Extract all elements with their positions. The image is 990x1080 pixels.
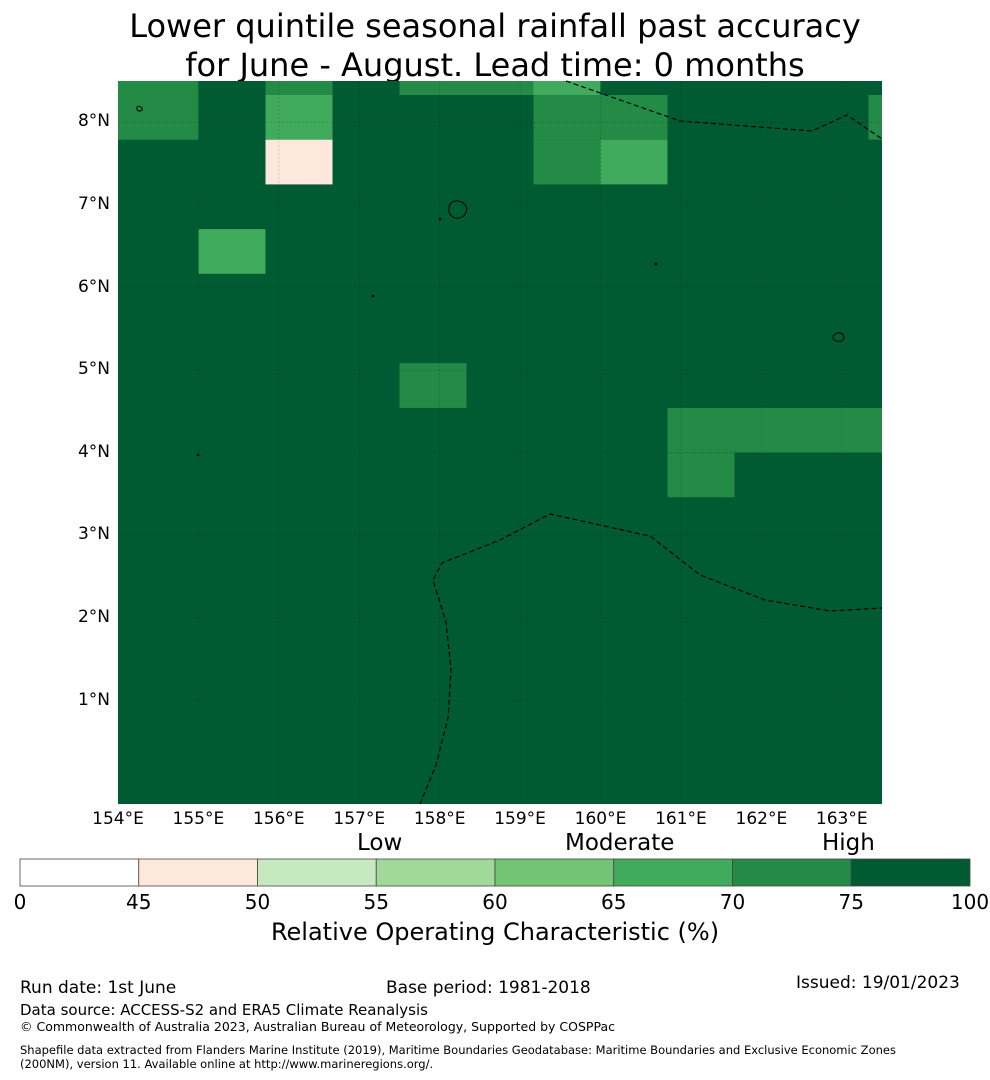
copyright: © Commonwealth of Australia 2023, Austra… [20, 1019, 615, 1034]
colorbar-segment [375, 858, 496, 887]
grid-cell [332, 273, 400, 319]
grid-cell [118, 273, 199, 319]
latitude-tick-label: 4°N [77, 441, 110, 462]
latitude-tick-label: 2°N [77, 607, 110, 628]
colorbar-segment [138, 858, 258, 887]
colorbar-segment [494, 858, 615, 887]
latitude-tick-label: 7°N [77, 193, 110, 214]
grid-cell [667, 452, 735, 498]
grid-cell [118, 81, 199, 95]
grid-cell [332, 407, 400, 453]
map-gridlines [118, 81, 882, 804]
island-atoll-d [371, 294, 375, 298]
grid-cell [533, 81, 601, 95]
grid-cell [533, 139, 601, 185]
eez-boundaries [419, 80, 883, 805]
colorbar-segment [850, 858, 971, 887]
shapefile-credit-line1: Shapefile data extracted from Flanders M… [20, 1043, 896, 1057]
grid-cell [801, 407, 869, 453]
latitude-tick-label: 1°N [77, 689, 110, 710]
grid-cell [868, 407, 882, 453]
grid-cell [533, 95, 601, 140]
island-atoll-e [196, 453, 200, 457]
latitude-tick-label: 8°N [77, 111, 110, 132]
colorbar-segment [257, 858, 377, 887]
island-atoll-a [136, 105, 143, 112]
issued-date: Issued: 19/01/2023 [796, 973, 960, 993]
grid-cell [600, 273, 668, 319]
longitude-tick-label: 159°E [494, 809, 546, 829]
grid-cell [265, 407, 333, 453]
longitude-tick-label: 154°E [92, 809, 144, 829]
colorbar-tick-label: 100 [950, 890, 990, 914]
latitude-tick-label: 3°N [77, 524, 110, 545]
colorbar-tick-label: 70 [719, 890, 746, 914]
grid-cell [265, 273, 333, 319]
longitude-tick-label: 157°E [333, 809, 386, 829]
latitude-tick-label: 5°N [77, 359, 110, 380]
colorbar-tick-label: 0 [13, 890, 27, 914]
longitude-tick-label: 156°E [252, 809, 305, 829]
grid-cell [667, 139, 735, 185]
colorbar-segment [732, 858, 852, 887]
base-period: Base period: 1981-2018 [386, 978, 591, 998]
grid-cell [265, 139, 333, 185]
category-high: High [822, 830, 875, 856]
island-atoll-b [438, 217, 442, 221]
grid-cell [399, 229, 467, 274]
grid-cell [600, 139, 668, 185]
colorbar-segment [19, 858, 140, 887]
colorbar [19, 858, 971, 887]
colorbar-tick-label: 60 [482, 890, 508, 914]
grid-cell [600, 95, 668, 140]
category-moderate: Moderate [565, 830, 675, 856]
colorbar-label: Relative Operating Characteristic (%) [270, 918, 720, 946]
grid-cell [399, 81, 467, 95]
colorbar-tick-label: 50 [244, 890, 271, 914]
roc-map [118, 80, 883, 805]
grid-cell [265, 95, 333, 140]
island-kosrae [832, 332, 845, 342]
longitude-tick-label: 163°E [815, 809, 868, 829]
map-title-line2: for June - August. Lead time: 0 months [185, 46, 805, 84]
longitude-tick-label: 161°E [655, 809, 707, 829]
grid-cell [399, 318, 467, 364]
shapefile-credit-line2: (200NM), version 11. Available online at… [20, 1057, 434, 1071]
colorbar-tick-label: 65 [601, 890, 627, 914]
latitude-tick-label: 6°N [77, 276, 110, 297]
map-title-line1: Lower quintile seasonal rainfall past ac… [129, 7, 861, 45]
longitude-tick-label: 158°E [413, 809, 466, 829]
grid-cell [600, 407, 668, 453]
grid-cell [667, 229, 735, 274]
grid-cell [734, 184, 802, 230]
eez-boundary-north [565, 80, 883, 140]
grid-cell [198, 229, 266, 274]
island-pohnpei [448, 200, 468, 219]
grid-cell [399, 363, 467, 408]
longitude-tick-label: 162°E [735, 809, 788, 829]
longitude-tick-label: 155°E [172, 809, 225, 829]
grid-cell [265, 229, 333, 274]
grid-cell [667, 407, 735, 453]
grid-cell [868, 95, 882, 140]
colorbar-tick-label: 75 [838, 890, 864, 914]
grid-cell [868, 184, 882, 230]
grid-cell [734, 407, 802, 453]
island-atoll-c [654, 262, 658, 266]
eez-boundary-south [419, 513, 883, 805]
category-low: Low [357, 830, 403, 856]
data-source: Data source: ACCESS-S2 and ERA5 Climate … [20, 1001, 428, 1019]
islands [136, 105, 845, 457]
colorbar-tick-label: 45 [126, 890, 152, 914]
colorbar-tick-label: 55 [363, 890, 389, 914]
colorbar-segment [613, 858, 733, 887]
grid-cell [734, 273, 802, 319]
grid-cell [118, 95, 199, 140]
longitude-tick-label: 160°E [574, 809, 627, 829]
run-date: Run date: 1st June [20, 978, 177, 998]
grid-cell [466, 81, 534, 95]
map-grid-cells [118, 81, 882, 498]
grid-cell [265, 81, 333, 95]
